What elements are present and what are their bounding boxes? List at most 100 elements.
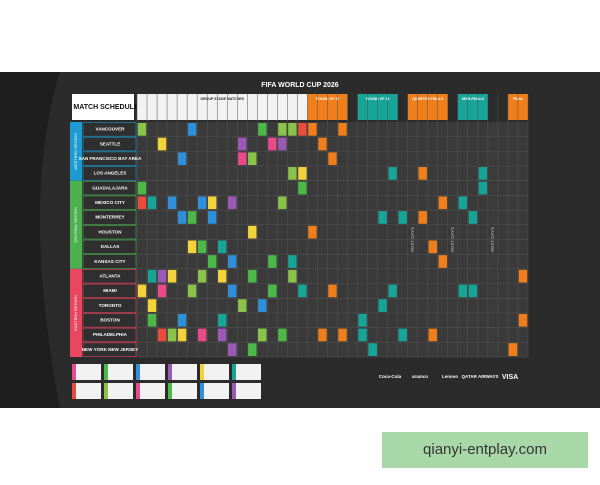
- match-cell: [388, 284, 397, 298]
- match-cell: [248, 225, 257, 239]
- match-cell: [177, 328, 187, 342]
- watermark-box: [382, 432, 588, 468]
- match-cell: [418, 211, 427, 224]
- match-cell: [298, 167, 307, 180]
- match-cell: [288, 255, 297, 268]
- match-cell: [278, 137, 287, 151]
- stage-header: [137, 94, 308, 120]
- legend-box: [200, 364, 229, 380]
- city-name: NEW YORK NEW JERSEY: [82, 347, 139, 352]
- stage-header: [457, 94, 488, 120]
- match-cell: [248, 343, 257, 356]
- legend-box: [168, 383, 197, 399]
- legend-box: [136, 364, 165, 380]
- city-name: MIAMI: [103, 288, 117, 293]
- match-cell: [167, 328, 177, 342]
- city-cell: [82, 210, 137, 225]
- match-cell: [157, 328, 167, 342]
- stage-label: GROUP STAGE MATCHES: [200, 97, 244, 101]
- match-cell: [197, 196, 207, 210]
- match-cell: [378, 211, 387, 224]
- poster-shade: [0, 72, 60, 408]
- match-cell: [187, 211, 197, 224]
- legend-box: [232, 383, 261, 399]
- city-cell: [82, 342, 137, 357]
- city-cell: [82, 166, 137, 181]
- match-cell: [197, 240, 207, 254]
- match-cell: [478, 181, 488, 195]
- match-cell: [388, 167, 397, 180]
- match-cell: [157, 137, 167, 151]
- match-cell: [278, 196, 287, 210]
- city-name: SAN FRANCISCO BAY AREA: [79, 156, 143, 161]
- match-cell: [157, 284, 167, 298]
- stage-label: SEMI-FINALS: [462, 97, 485, 101]
- region-label: WESTERN REGION: [73, 133, 78, 170]
- city-name: BOSTON: [100, 318, 120, 323]
- legend-strip: [232, 364, 236, 380]
- rest-days-label: REST DAYS: [410, 227, 415, 252]
- city-cell: [82, 313, 137, 328]
- legend-strip: [168, 383, 172, 399]
- city-name: MEXICO CITY: [95, 200, 125, 205]
- match-cell: [298, 181, 307, 195]
- schedule-title-box: [72, 94, 134, 120]
- match-cell: [197, 269, 207, 283]
- match-cell: [378, 299, 387, 312]
- city-cell: [82, 327, 137, 343]
- legend-box: [72, 364, 101, 380]
- match-cell: [368, 343, 377, 356]
- match-cell: [288, 123, 297, 136]
- city-name: TORONTO: [99, 303, 122, 308]
- match-cell: [338, 328, 347, 342]
- match-cell: [248, 269, 257, 283]
- match-cell: [207, 255, 217, 268]
- match-cell: [137, 284, 147, 298]
- match-cell: [238, 137, 247, 151]
- match-cell: [298, 123, 307, 136]
- city-name: ATLANTA: [99, 273, 121, 278]
- legend-strip: [136, 364, 140, 380]
- match-cell: [278, 328, 287, 342]
- city-name: LOS ANGELES: [94, 171, 127, 176]
- match-cell: [258, 299, 267, 312]
- city-cell: [82, 283, 137, 299]
- match-cell: [328, 284, 337, 298]
- watermark: qianyi-entplay.com: [423, 441, 547, 458]
- match-cell: [207, 196, 217, 210]
- sponsors: Coca-Cola aramco Lenovo QATAR AIRWAYS VISA: [379, 374, 518, 381]
- match-cell: [398, 328, 407, 342]
- match-cell: [147, 313, 157, 327]
- legend-box: [104, 383, 133, 399]
- sponsor-name: Coca-Cola: [379, 374, 402, 379]
- match-cell: [187, 240, 197, 254]
- city-name: SEATTLE: [100, 141, 121, 146]
- legend-box: [104, 364, 133, 380]
- match-cell: [238, 152, 247, 166]
- city-cell: [82, 298, 137, 313]
- match-cell: [147, 196, 157, 210]
- rest-days-label: REST DAYS: [490, 227, 495, 252]
- match-cell: [518, 313, 528, 327]
- schedule-title: MATCH SCHEDULE: [73, 104, 139, 111]
- match-cell: [167, 269, 177, 283]
- city-name: PHILADELPHIA: [93, 332, 128, 337]
- match-cell: [177, 211, 187, 224]
- city-cell: [82, 269, 137, 284]
- match-cell: [228, 284, 237, 298]
- city-cell: [82, 136, 137, 152]
- match-cell: [418, 167, 427, 180]
- sponsor-name: VISA: [502, 374, 518, 381]
- city-name: VANCOUVER: [95, 127, 125, 132]
- match-cell: [428, 240, 437, 254]
- city-name: GUADALAJARA: [92, 185, 128, 190]
- match-cell: [398, 211, 407, 224]
- legend-box: [200, 383, 229, 399]
- match-cell: [308, 123, 317, 136]
- match-cell: [137, 123, 147, 136]
- match-cell: [338, 123, 347, 136]
- match-cell: [258, 123, 267, 136]
- match-cell: [508, 343, 518, 356]
